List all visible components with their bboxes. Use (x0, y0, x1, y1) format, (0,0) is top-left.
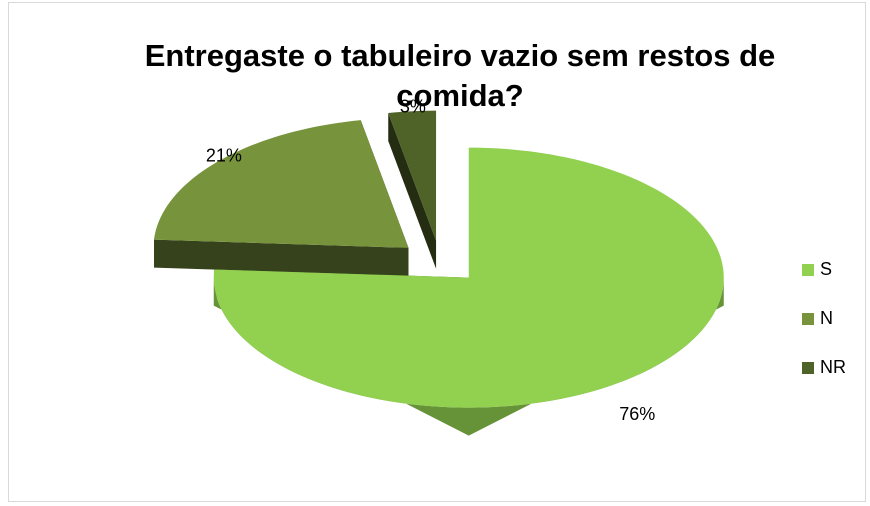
pie-slice (213, 147, 724, 408)
data-label: 76% (619, 404, 655, 424)
slice-wall (153, 239, 409, 276)
chart-frame (8, 2, 866, 502)
data-label: 21% (206, 146, 242, 166)
data-label: 3% (400, 97, 426, 117)
legend-swatch (802, 264, 814, 276)
chart-title: Entregaste o tabuleiro vazio sem restos … (144, 38, 776, 113)
pie-slice (388, 110, 437, 241)
legend-label: NR (820, 357, 846, 377)
legend-label: N (820, 308, 833, 328)
pie-slice (154, 120, 409, 248)
legend-swatch (802, 313, 814, 325)
slice-wall (388, 112, 437, 269)
legend-swatch (802, 362, 814, 374)
legend-label: S (820, 259, 832, 279)
